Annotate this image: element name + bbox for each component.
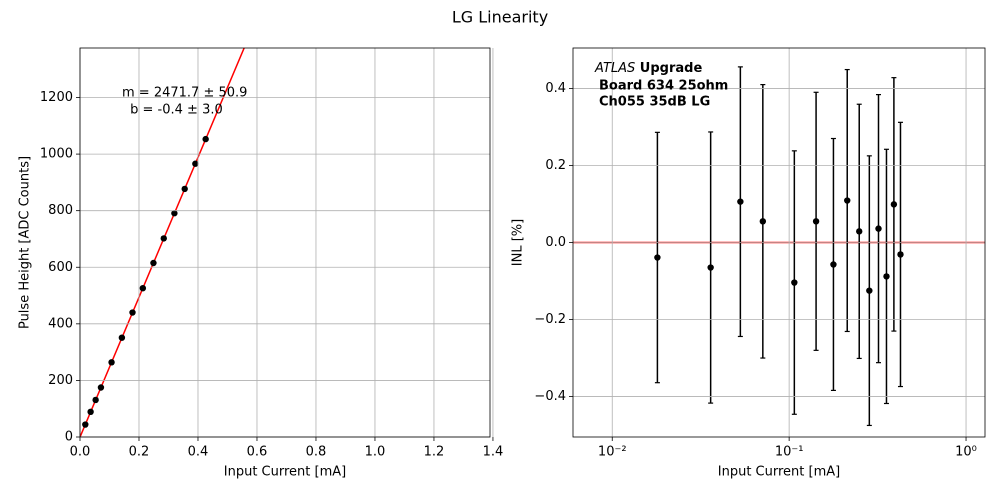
y-tick-label: 400 <box>48 316 73 331</box>
point <box>97 384 105 391</box>
point <box>139 284 147 292</box>
x-tick-label: 10⁻² <box>598 445 627 460</box>
point <box>830 261 837 268</box>
plot-area <box>80 48 245 437</box>
figure-title: LG Linearity <box>452 8 548 27</box>
point <box>87 408 94 416</box>
point <box>202 135 209 143</box>
point <box>866 287 873 294</box>
point <box>192 160 199 167</box>
point <box>897 251 904 258</box>
annotation-upgrade: Upgrade <box>635 61 702 76</box>
x-tick-label: 1.0 <box>365 445 386 460</box>
x-tick-label: 10⁻¹ <box>775 445 804 460</box>
point <box>171 210 178 217</box>
axes-frame <box>572 47 986 438</box>
y-tick-label: 600 <box>48 260 73 275</box>
point <box>890 201 898 208</box>
y-tick-label: 800 <box>48 203 73 218</box>
y-axis-label: INL [%] <box>511 219 526 266</box>
x-tick-label: 0.4 <box>188 445 209 460</box>
fit-annotation: b = -0.4 ± 3.0 <box>126 103 223 118</box>
point <box>737 198 744 205</box>
point <box>812 218 820 225</box>
y-tick-label: 0.2 <box>545 158 566 173</box>
y-axis-label: Pulse Height [ADC Counts] <box>18 156 33 329</box>
x-axis-label: Input Current [mA] <box>224 465 346 480</box>
fit-line <box>80 48 245 437</box>
x-tick-label: 1.2 <box>424 445 445 460</box>
point <box>856 228 863 235</box>
x-tick-label: 0.8 <box>306 445 327 460</box>
axes-frame <box>79 47 491 438</box>
x-tick-label: 1.4 <box>483 445 504 460</box>
y-tick-label: 0.4 <box>545 81 566 96</box>
plot-area <box>573 66 985 427</box>
point <box>92 396 99 404</box>
point <box>118 334 126 341</box>
point <box>82 421 89 428</box>
x-tick-label: 10⁰ <box>955 445 977 460</box>
point <box>875 225 882 232</box>
x-tick-label: 0.6 <box>247 445 268 460</box>
y-tick-label: 0.0 <box>545 235 566 250</box>
y-tick-label: 1000 <box>40 147 73 162</box>
y-tick-label: −0.2 <box>534 312 566 327</box>
x-tick-label: 0.2 <box>129 445 150 460</box>
point <box>844 197 851 204</box>
annotation: Board 634 25ohm <box>599 79 728 94</box>
point <box>759 218 767 225</box>
x-tick-label: 0.0 <box>70 445 91 460</box>
fit-annotation: m = 2471.7 ± 50.9 <box>122 86 247 101</box>
annotation-atlas: ATLAS <box>594 61 635 76</box>
point <box>791 279 798 286</box>
y-tick-label: 0 <box>65 430 73 445</box>
point <box>108 359 115 366</box>
point <box>883 273 890 280</box>
y-tick-label: 1200 <box>40 90 73 105</box>
point <box>181 185 188 193</box>
point <box>654 254 661 261</box>
point <box>160 235 167 242</box>
point <box>150 259 157 267</box>
annotation: ATLAS Upgrade <box>594 61 702 76</box>
point <box>129 309 136 316</box>
y-tick-label: −0.4 <box>534 389 566 404</box>
y-tick-label: 200 <box>48 373 73 388</box>
point <box>707 264 714 271</box>
x-axis-label: Input Current [mA] <box>718 465 840 480</box>
annotation: Ch055 35dB LG <box>599 95 710 110</box>
